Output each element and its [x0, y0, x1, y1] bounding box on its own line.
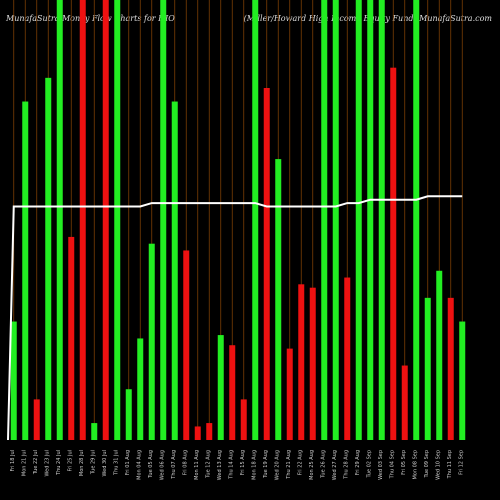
x-tick-label: Thu 21 Aug — [286, 450, 292, 480]
x-tick-label: Thu 24 Jul — [56, 450, 62, 476]
x-tick-label: Fri 22 Aug — [297, 450, 303, 475]
bar-inflow — [91, 423, 98, 440]
bar-inflow — [125, 389, 132, 440]
bar-outflow — [263, 88, 270, 440]
x-tick-label: Wed 27 Aug — [332, 450, 338, 480]
bar-inflow — [367, 0, 374, 440]
x-tick-label: Fri 25 Jul — [67, 450, 73, 472]
x-tick-label: Tue 19 Aug — [263, 450, 269, 479]
bar-inflow — [275, 159, 282, 441]
x-tick-label: Mon 04 Aug — [136, 450, 142, 480]
x-tick-label: Mon 25 Aug — [309, 450, 315, 480]
bar-inflow — [137, 338, 144, 440]
x-tick-label: Wed 20 Aug — [274, 450, 280, 480]
tick-layer: Fri 18 Jul Mon 21 Jul Tue 22 Jul Wed 23 Jul… — [10, 450, 465, 480]
x-tick-label: Fri 12 Sep — [458, 450, 464, 475]
x-tick-label: Wed 23 Jul — [44, 450, 50, 476]
x-tick-label: Wed 30 Jul — [102, 450, 108, 476]
x-tick-label: Thu 28 Aug — [343, 450, 349, 480]
line-layer — [7, 195, 463, 441]
bar-outflow — [240, 399, 247, 440]
bar-outflow — [309, 287, 316, 440]
x-tick-label: Tue 05 Aug — [148, 450, 154, 479]
x-tick-label: Tue 26 Aug — [320, 450, 326, 479]
bar-inflow — [459, 321, 466, 440]
x-tick-label: Tue 22 Jul — [33, 450, 39, 475]
bar-outflow — [447, 297, 454, 440]
x-tick-label: Wed 06 Aug — [159, 450, 165, 480]
bar-outflow — [390, 67, 397, 440]
bar-inflow — [321, 0, 328, 440]
x-tick-label: Tue 09 Sep — [424, 450, 430, 479]
x-tick-label: Fri 05 Sep — [401, 450, 407, 475]
x-tick-label: Thu 31 Jul — [113, 450, 119, 476]
bar-outflow — [229, 345, 236, 440]
x-tick-label: Mon 28 Jul — [79, 450, 85, 476]
bar-outflow — [183, 250, 190, 440]
price-line — [7, 195, 463, 441]
bar-inflow — [45, 77, 52, 440]
bar-inflow — [413, 0, 420, 440]
bar-inflow — [10, 321, 17, 440]
x-tick-label: Fri 18 Jul — [10, 450, 16, 472]
x-tick-label: Fri 15 Aug — [240, 450, 246, 475]
x-tick-label: Fri 29 Aug — [355, 450, 361, 475]
bar-outflow — [79, 0, 86, 440]
bar-inflow — [424, 297, 431, 440]
bar-inflow — [436, 270, 443, 440]
bar-inflow — [114, 0, 121, 440]
x-tick-label: Mon 08 Sep — [412, 450, 418, 480]
bar-outflow — [102, 0, 109, 440]
x-tick-label: Fri 08 Aug — [182, 450, 188, 475]
bar-outflow — [344, 277, 351, 440]
bar-outflow — [194, 426, 201, 440]
x-tick-label: Wed 03 Sep — [378, 450, 384, 480]
bar-inflow — [252, 0, 259, 440]
bar-inflow — [148, 243, 155, 440]
x-tick-label: Thu 07 Aug — [171, 450, 177, 480]
bar-outflow — [68, 236, 75, 440]
x-tick-label: Wed 13 Aug — [217, 450, 223, 480]
x-tick-label: Mon 21 Jul — [21, 450, 27, 476]
bar-inflow — [355, 0, 362, 440]
bar-inflow — [332, 0, 339, 440]
bar-inflow — [378, 0, 385, 440]
bar-outflow — [401, 365, 408, 440]
chart-header-left: MunafaSutra Money Flow Charts for HIO — [6, 14, 175, 23]
x-tick-label: Tue 12 Aug — [205, 450, 211, 479]
bar-outflow — [206, 423, 213, 440]
x-tick-label: Tue 02 Sep — [366, 450, 372, 479]
x-tick-label: Wed 10 Sep — [435, 450, 441, 480]
x-tick-label: Thu 14 Aug — [228, 450, 234, 480]
bar-inflow — [22, 101, 29, 441]
bar-outflow — [286, 348, 293, 440]
x-tick-label: Mon 11 Aug — [194, 450, 200, 480]
bar-layer — [10, 0, 466, 441]
bar-inflow — [171, 101, 178, 441]
x-tick-label: Tue 29 Jul — [90, 450, 96, 475]
bar-outflow — [298, 284, 305, 440]
x-tick-label: Thu 04 Sep — [389, 450, 395, 479]
x-tick-label: Mon 18 Aug — [251, 450, 257, 480]
bar-outflow — [33, 399, 40, 440]
x-tick-label: Thu 11 Sep — [447, 450, 453, 479]
bar-inflow — [56, 0, 63, 440]
bar-inflow — [217, 335, 224, 440]
x-tick-label: Fri 01 Aug — [125, 450, 131, 475]
bar-inflow — [160, 0, 167, 440]
